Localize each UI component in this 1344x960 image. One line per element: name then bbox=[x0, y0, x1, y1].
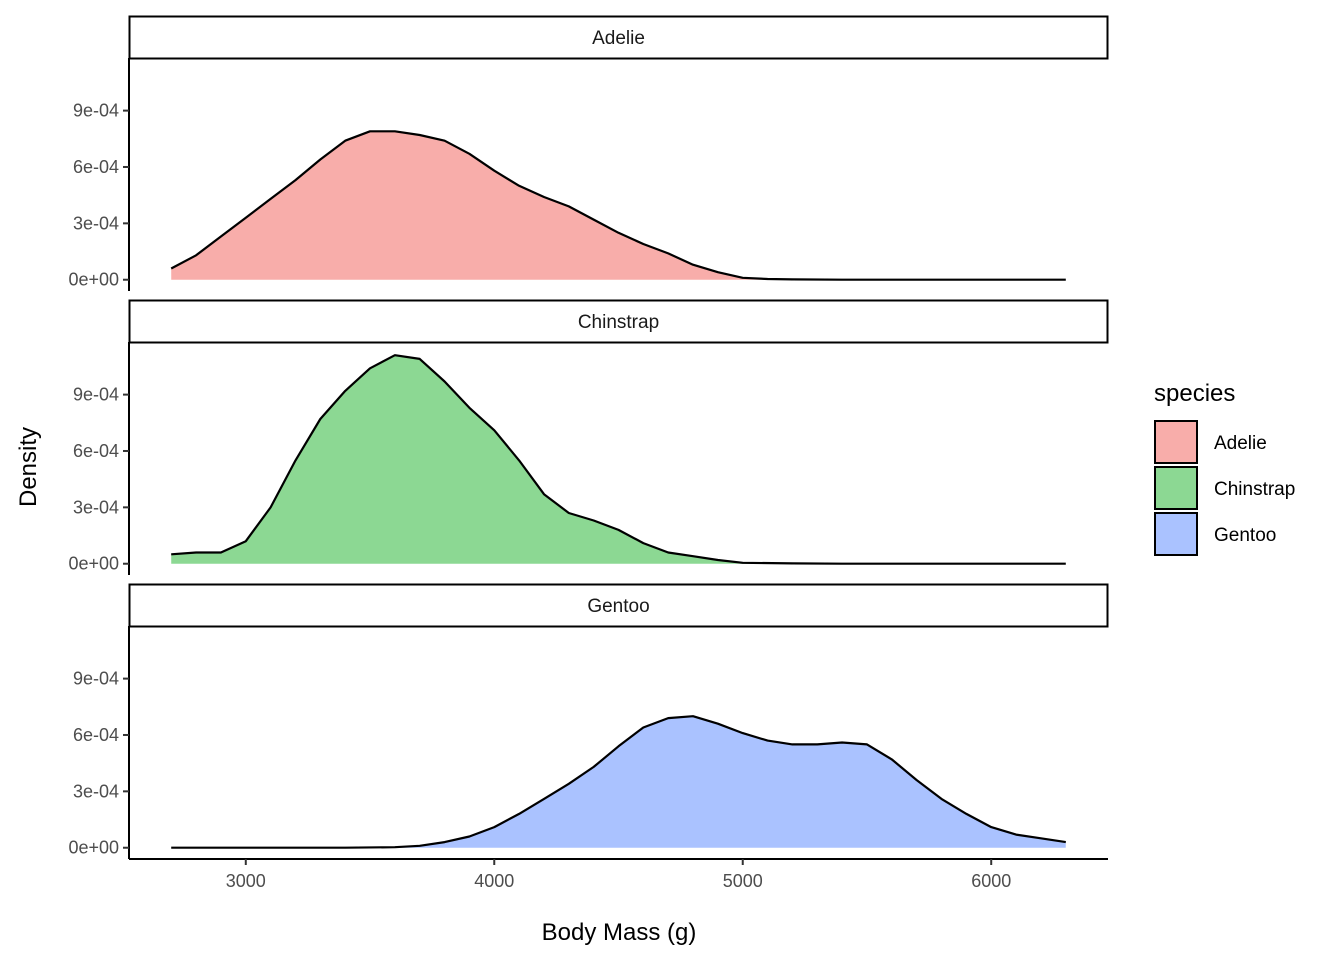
density-line-adelie bbox=[170, 130, 1066, 281]
legend-label-adelie: Adelie bbox=[1214, 433, 1267, 454]
x-axis-title: Body Mass (g) bbox=[542, 919, 697, 946]
facet-panel-gentoo: Gentoo 0e+00 3e-04 6e-04 9e-04 bbox=[68, 583, 1109, 859]
y-tick-label: 0e+00 bbox=[68, 270, 119, 290]
x-tick-label: 4000 bbox=[474, 871, 514, 891]
density-area-gentoo bbox=[171, 716, 1066, 848]
facet-strip bbox=[128, 15, 1109, 60]
y-tick-label: 9e-04 bbox=[73, 669, 119, 689]
facet-strip-label: Chinstrap bbox=[578, 312, 659, 333]
facet-strip-label: Adelie bbox=[592, 28, 645, 49]
facet-panel-adelie: Adelie 0e+00 3e-04 6e-04 9e-04 bbox=[68, 15, 1109, 291]
y-tick-label: 3e-04 bbox=[73, 213, 119, 233]
facet-strip bbox=[128, 299, 1109, 344]
legend-title: species bbox=[1154, 380, 1235, 407]
y-tick-label: 3e-04 bbox=[73, 497, 119, 517]
y-tick-label: 3e-04 bbox=[73, 781, 119, 801]
facet-panel-chinstrap: Chinstrap 0e+00 3e-04 6e-04 9e-04 bbox=[68, 299, 1109, 575]
legend-key-gentoo bbox=[1154, 512, 1198, 556]
legend-label-chinstrap: Chinstrap bbox=[1214, 479, 1295, 500]
facet-panels: Adelie 0e+00 3e-04 6e-04 9e-04 Chinstrap 0e+00… bbox=[68, 15, 1109, 859]
y-tick-label: 9e-04 bbox=[73, 385, 119, 405]
y-tick-label: 6e-04 bbox=[73, 725, 119, 745]
density-area-chinstrap bbox=[171, 355, 1066, 564]
legend: species Adelie Chinstrap Gentoo bbox=[1154, 380, 1295, 556]
legend-key-chinstrap bbox=[1154, 466, 1198, 510]
density-line-chinstrap bbox=[171, 354, 1066, 565]
y-tick-label: 6e-04 bbox=[73, 441, 119, 461]
facet-strip-label: Gentoo bbox=[587, 596, 649, 617]
y-tick-label: 0e+00 bbox=[68, 838, 119, 858]
density-line-gentoo bbox=[171, 715, 1066, 849]
x-tick-label: 3000 bbox=[226, 871, 266, 891]
x-tick-label: 5000 bbox=[723, 871, 763, 891]
y-axis-title: Density bbox=[15, 427, 42, 507]
x-tick-label: 6000 bbox=[971, 871, 1011, 891]
legend-key-adelie bbox=[1154, 420, 1198, 464]
density-area-adelie bbox=[171, 131, 1066, 280]
legend-label-gentoo: Gentoo bbox=[1214, 525, 1276, 546]
x-axis: 3000 4000 5000 6000 bbox=[129, 858, 1108, 891]
y-tick-label: 6e-04 bbox=[73, 157, 119, 177]
y-tick-label: 9e-04 bbox=[73, 101, 119, 121]
facet-strip bbox=[128, 583, 1109, 628]
y-tick-label: 0e+00 bbox=[68, 554, 119, 574]
